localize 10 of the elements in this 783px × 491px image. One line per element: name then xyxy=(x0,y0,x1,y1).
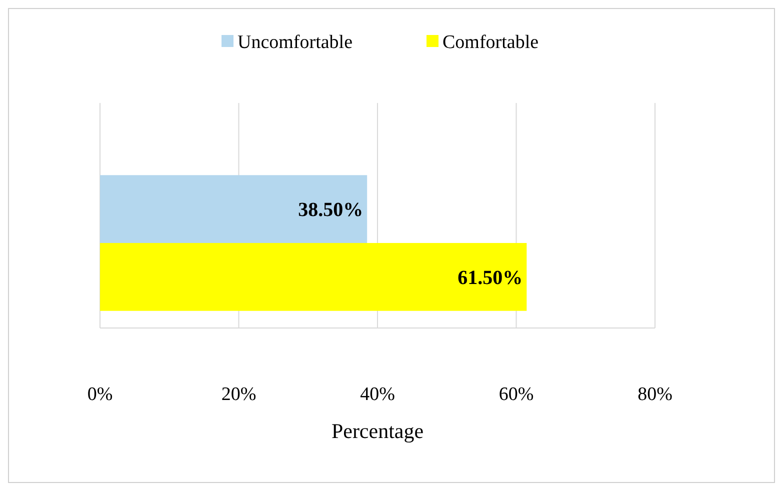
x-tick-label: 80% xyxy=(638,384,673,405)
x-tick-label: 60% xyxy=(498,384,534,405)
x-tick-label: 0% xyxy=(87,384,113,405)
x-tick-label: 20% xyxy=(221,384,256,405)
data-label: 38.50% xyxy=(298,199,364,222)
x-tick-label: 40% xyxy=(360,384,396,405)
legend-label: Uncomfortable xyxy=(238,32,353,53)
legend-label: Comfortable xyxy=(442,32,539,53)
x-axis-title: Percentage xyxy=(331,419,424,443)
data-label: 61.50% xyxy=(458,266,523,289)
